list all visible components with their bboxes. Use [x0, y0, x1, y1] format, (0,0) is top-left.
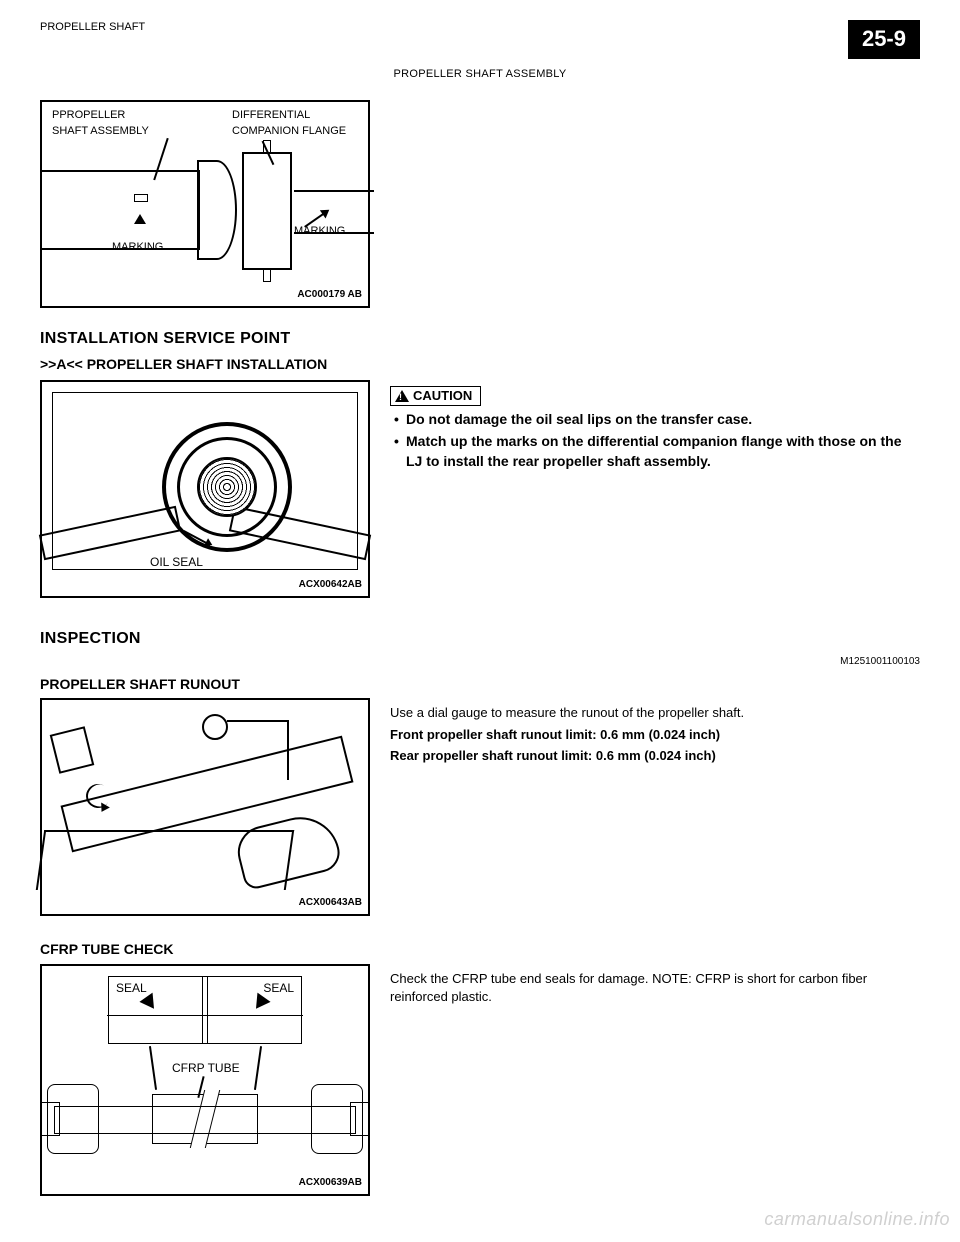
header-section-2: PROPELLER SHAFT ASSEMBLY — [40, 67, 920, 82]
watermark: carmanualsonline.info — [764, 1207, 950, 1232]
fig1-marking-2: MARKING — [294, 224, 345, 239]
fig4-seal-l: SEAL — [116, 980, 147, 997]
row-fig1: PPROPELLER SHAFT ASSEMBLY DIFFERENTIAL C… — [40, 100, 920, 308]
page-number: 25-9 — [848, 20, 920, 59]
caution-item-2: Match up the marks on the differential c… — [394, 432, 920, 471]
install-title: INSTALLATION SERVICE POINT — [40, 328, 920, 350]
caution-item-1: Do not damage the oil seal lips on the t… — [394, 410, 920, 430]
fig4-ref: ACX00639AB — [299, 1176, 362, 1190]
caution-box: CAUTION — [390, 386, 481, 406]
caution-list: Do not damage the oil seal lips on the t… — [390, 410, 920, 471]
inspection-limit-1: Front propeller shaft runout limit: 0.6 … — [390, 726, 920, 744]
fig3-ref: ACX00643AB — [299, 896, 362, 910]
inspection-ref: M1251001100103 — [40, 655, 920, 669]
fig1-marking-1: MARKING — [112, 240, 163, 255]
fig1-ref: AC000179 AB — [297, 288, 362, 302]
row-fig3: ACX00643AB Use a dial gauge to measure t… — [40, 698, 920, 916]
inspection-body: Use a dial gauge to measure the runout o… — [390, 704, 920, 722]
figure-2: OIL SEAL ACX00642AB — [40, 380, 370, 598]
figure-3: ACX00643AB — [40, 698, 370, 916]
page-header: PROPELLER SHAFT 25-9 — [40, 20, 920, 59]
fig2-label-oil-seal: OIL SEAL — [150, 554, 203, 571]
fig1-label-propeller: PPROPELLER SHAFT ASSEMBLY — [52, 108, 149, 139]
inspection-title: INSPECTION — [40, 628, 920, 650]
row-fig2: OIL SEAL ACX00642AB CAUTION Do not damag… — [40, 380, 920, 598]
figure-4: SEAL SEAL CFRP TUBE ACX00639AB — [40, 964, 370, 1196]
row-fig4: SEAL SEAL CFRP TUBE ACX00639AB Check the… — [40, 964, 920, 1196]
header-section-1: PROPELLER SHAFT — [40, 20, 145, 35]
inspection-limit-2: Rear propeller shaft runout limit: 0.6 m… — [390, 747, 920, 765]
inspection-subtitle: PROPELLER SHAFT RUNOUT — [40, 675, 920, 695]
caution-label: CAUTION — [413, 387, 472, 405]
cfrp-body: Check the CFRP tube end seals for damage… — [390, 970, 920, 1006]
fig1-label-diff: DIFFERENTIAL COMPANION FLANGE — [232, 108, 346, 139]
fig2-ref: ACX00642AB — [299, 578, 362, 592]
install-subtitle: >>A<< PROPELLER SHAFT INSTALLATION — [40, 355, 920, 375]
fig4-seal-r: SEAL — [263, 980, 294, 997]
cfrp-subtitle: CFRP TUBE CHECK — [40, 940, 920, 960]
warning-icon — [395, 390, 409, 402]
figure-1: PPROPELLER SHAFT ASSEMBLY DIFFERENTIAL C… — [40, 100, 370, 308]
fig4-cfrp: CFRP TUBE — [172, 1060, 240, 1077]
